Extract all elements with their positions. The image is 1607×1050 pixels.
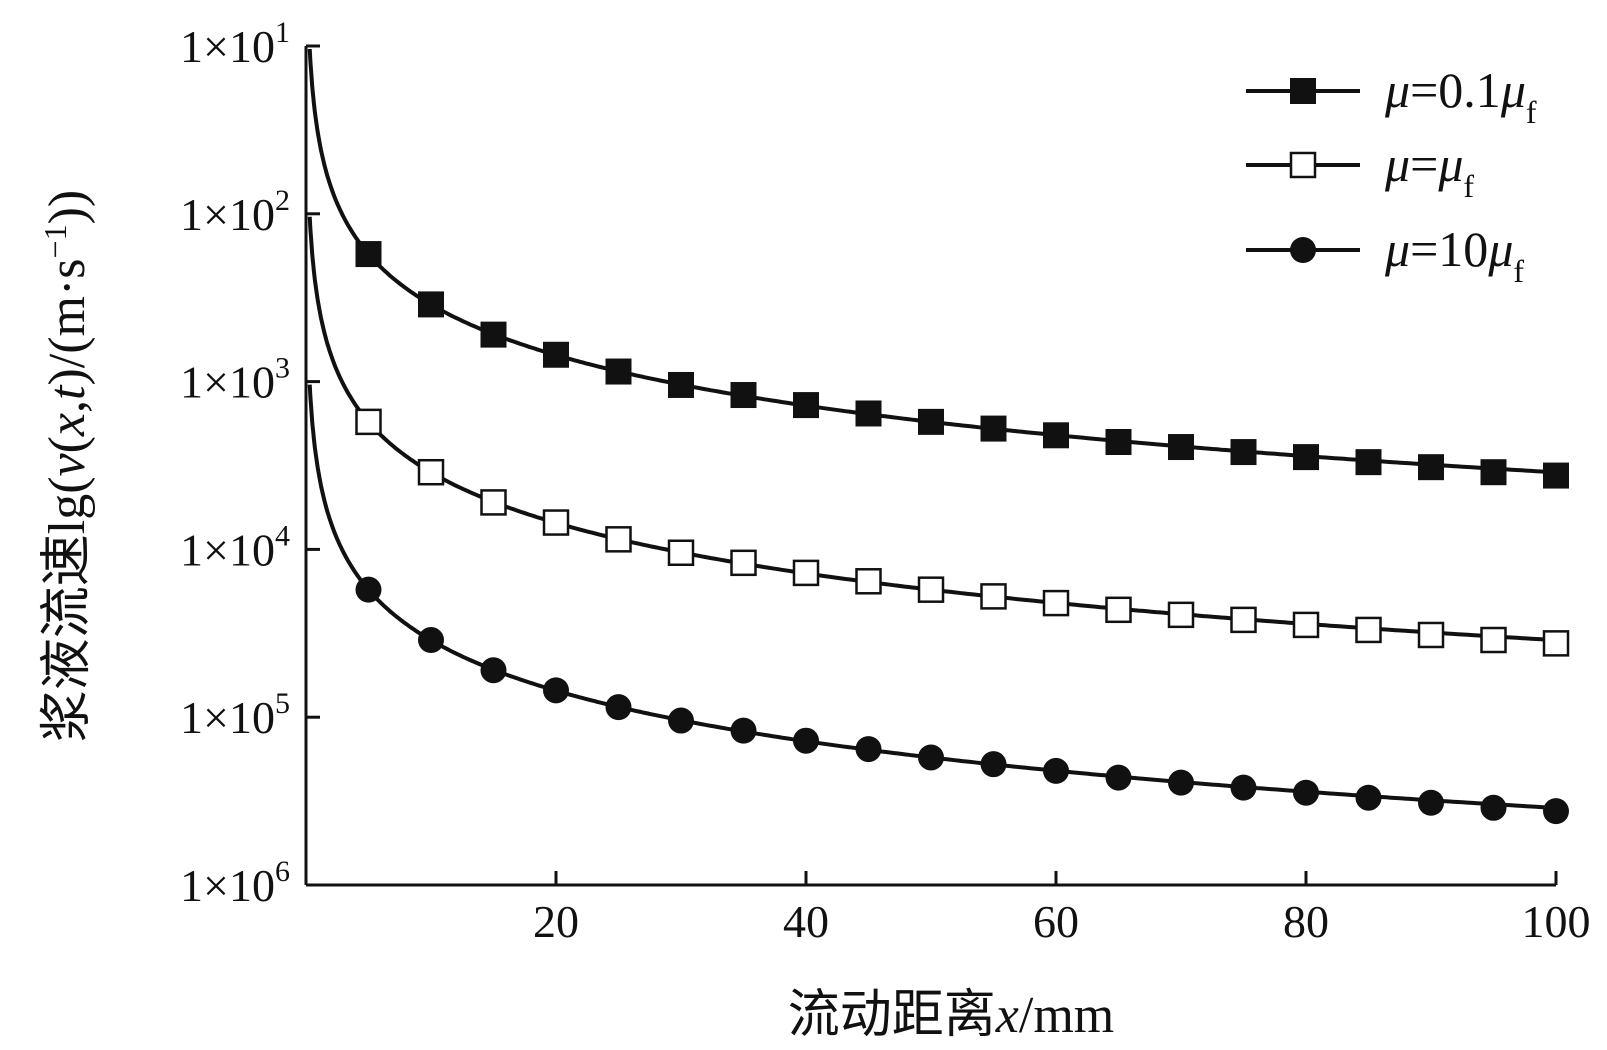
point-0-0 [355,241,382,268]
point-2-17 [1418,789,1444,816]
point-1-9 [917,576,945,603]
point-1-19 [1542,630,1570,657]
point-1-4 [605,526,632,553]
point-0-14 [1230,439,1257,466]
legend-label-0: μ=0.1μf [1384,62,1537,130]
series-2 [307,384,1569,825]
y-tick-label-5: 1×106 [180,855,290,911]
point-2-8 [855,736,882,763]
y-tick-label-2: 1×103 [180,352,290,408]
point-2-15 [1293,779,1319,806]
x-tick-label-4: 100 [1522,896,1591,947]
point-0-8 [855,400,882,427]
point-2-11 [1043,757,1069,784]
legend-entry-1: μ=μf [1246,136,1474,204]
point-1-18 [1480,626,1507,654]
point-0-9 [918,408,944,435]
y-ticks: 1×101 1×102 1×103 1×104 1×105 1×106 [180,16,320,911]
point-1-5 [667,539,695,567]
legend-marker-1 [1289,151,1317,179]
y-axis-title: 浆液流速lg(v(x,t)/(m·s−1)) [37,190,96,743]
point-2-14 [1230,774,1257,801]
point-2-10 [980,751,1007,778]
legend-entry-0: μ=0.1μf [1246,62,1537,130]
legend-marker-0 [1290,78,1316,104]
x-axis-title: 流动距离x/mm [788,987,1114,1044]
point-1-14 [1230,606,1257,634]
point-1-11 [1042,589,1070,617]
point-2-1 [418,627,444,654]
legend-label-1: μ=μf [1384,136,1474,204]
point-2-3 [543,677,569,704]
point-0-3 [543,341,569,368]
point-1-7 [792,559,820,587]
point-0-17 [1418,454,1444,481]
point-1-8 [855,568,882,595]
point-0-7 [793,392,819,419]
series-layer [307,49,1570,825]
point-1-15 [1292,611,1320,639]
point-0-4 [605,358,632,385]
legend-label-2: μ=10μf [1384,221,1524,289]
y-tick-label-0: 1×101 [180,16,290,72]
legend: μ=0.1μf μ=μf μ=10μf [1246,62,1537,289]
series-0 [307,49,1569,489]
point-0-2 [480,321,507,348]
point-2-2 [480,657,507,684]
legend-marker-2 [1290,237,1316,263]
series-1 [307,216,1570,657]
point-2-0 [355,576,382,603]
point-1-2 [480,489,507,516]
point-1-16 [1355,616,1382,644]
point-2-13 [1168,769,1194,796]
point-2-16 [1355,784,1382,811]
point-1-6 [730,549,757,577]
x-tick-label-3: 80 [1283,896,1329,947]
point-2-18 [1480,794,1507,821]
point-2-6 [730,717,757,744]
point-0-13 [1168,434,1194,461]
x-tick-label-0: 20 [533,896,579,947]
point-0-18 [1480,459,1507,486]
point-0-12 [1105,429,1132,456]
x-tick-label-1: 40 [783,896,829,947]
y-tick-label-3: 1×104 [180,519,290,575]
point-0-10 [980,415,1007,442]
point-1-17 [1417,621,1445,649]
point-0-11 [1043,422,1069,449]
y-tick-label-1: 1×102 [180,184,290,240]
point-2-4 [605,694,632,721]
point-1-10 [980,583,1007,610]
x-ticks: 20 40 60 80 100 [533,871,1591,947]
point-1-0 [355,408,382,436]
axes [304,46,1556,887]
x-tick-label-2: 60 [1033,896,1079,947]
point-2-12 [1105,764,1132,791]
point-0-15 [1293,444,1319,471]
point-1-3 [542,509,570,536]
point-0-6 [730,382,757,409]
legend-entry-2: μ=10μf [1246,221,1524,289]
point-1-1 [417,458,445,486]
point-1-12 [1105,596,1132,624]
point-0-16 [1355,449,1382,476]
point-0-5 [668,371,694,398]
point-0-1 [418,291,444,318]
point-2-7 [793,727,819,754]
point-1-13 [1167,601,1195,629]
point-2-5 [668,707,694,734]
point-2-19 [1543,798,1569,825]
y-tick-label-4: 1×105 [180,687,290,743]
point-0-19 [1543,462,1569,489]
point-2-9 [918,744,944,771]
